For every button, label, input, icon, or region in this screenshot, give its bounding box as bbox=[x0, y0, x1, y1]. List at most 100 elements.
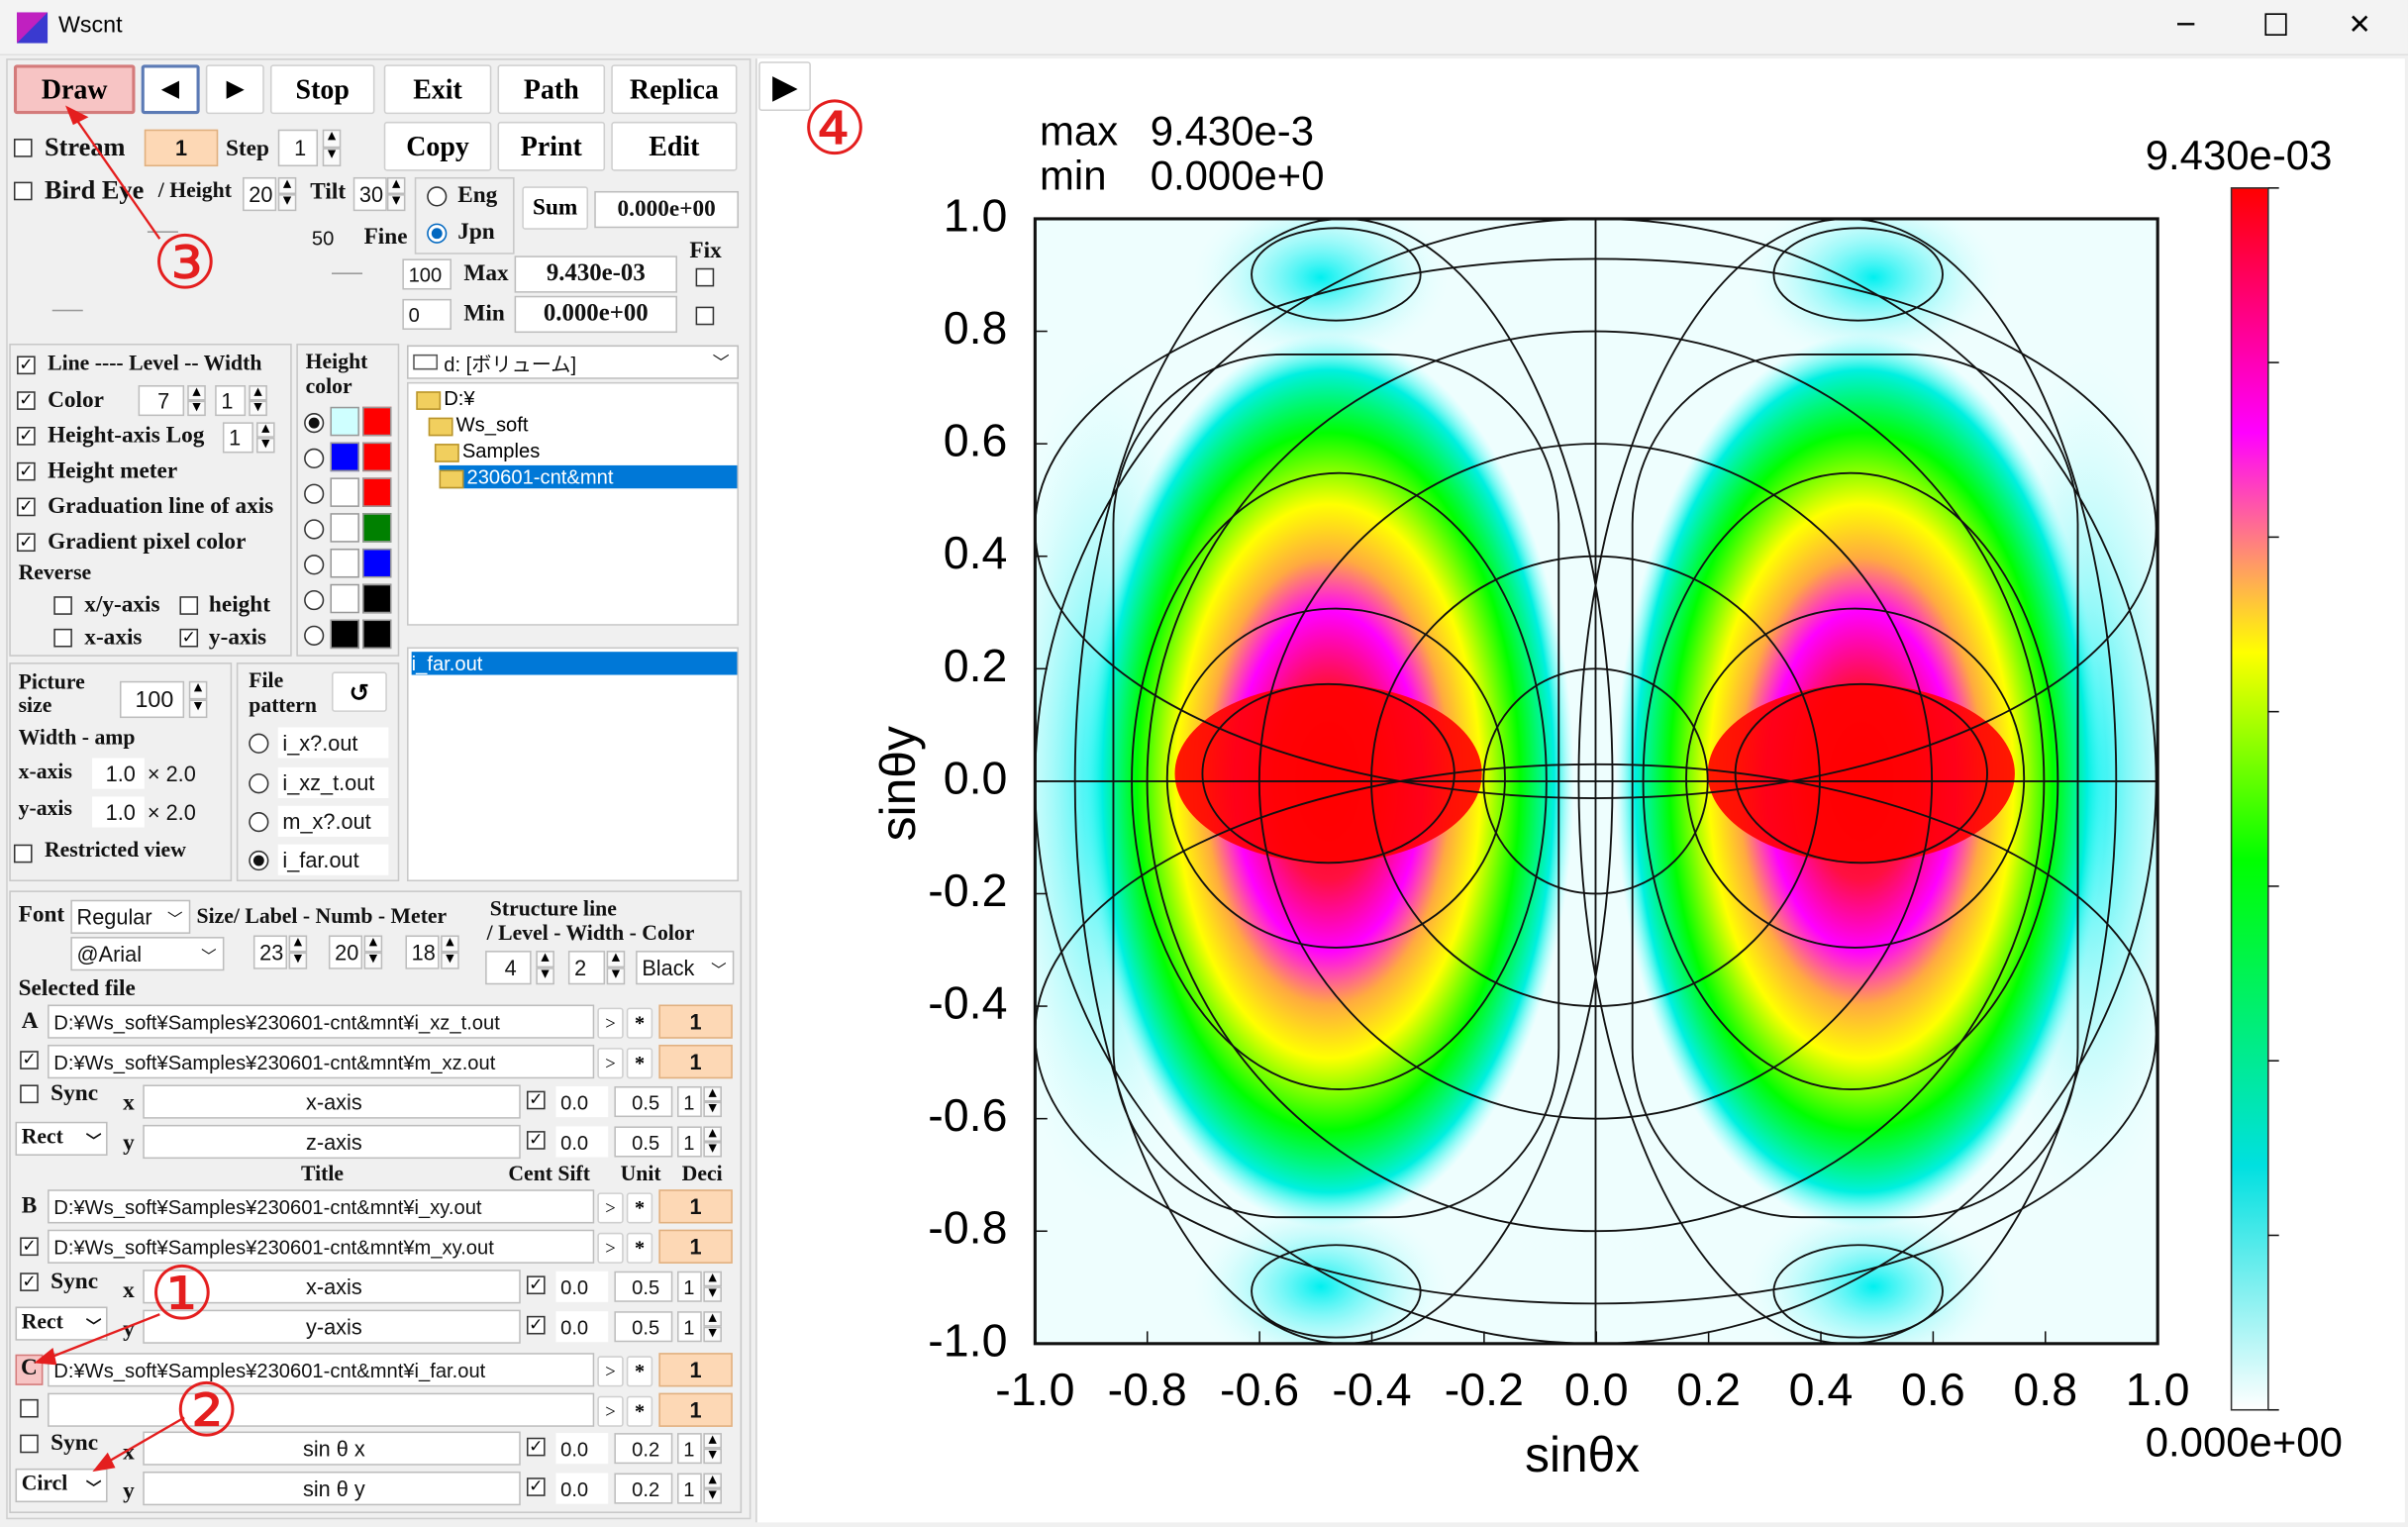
file-list[interactable] bbox=[407, 647, 740, 882]
step-up[interactable]: ▲ bbox=[322, 129, 342, 149]
group-a-x-shift[interactable]: 0.0 bbox=[555, 1085, 609, 1118]
numb-size-up[interactable]: ▲ bbox=[363, 935, 383, 953]
group-b-file-2[interactable]: D:¥Ws_soft¥Samples¥230601-cnt&mnt¥m_xy.o… bbox=[48, 1229, 595, 1264]
tree-item-selected[interactable]: 230601-cnt&mnt bbox=[439, 464, 738, 489]
log-value[interactable]: 1 bbox=[222, 422, 253, 454]
group-b-file-2-browse[interactable]: > bbox=[597, 1232, 624, 1264]
color-scheme-4-high[interactable] bbox=[362, 513, 392, 543]
file-item-selected[interactable]: i_far.out bbox=[411, 652, 738, 675]
next-button[interactable]: ▶ bbox=[205, 64, 264, 115]
group-c-x-deci-up[interactable]: ▲ bbox=[703, 1433, 722, 1449]
color-checkbox[interactable]: ✓ bbox=[17, 391, 36, 410]
group-c-y-deci-up[interactable]: ▲ bbox=[703, 1473, 722, 1489]
group-a-y-deci-down[interactable]: ▼ bbox=[703, 1141, 722, 1158]
edit-button[interactable]: Edit bbox=[611, 121, 738, 171]
slider-max-track[interactable] bbox=[332, 272, 363, 274]
level-value[interactable]: 7 bbox=[138, 385, 185, 417]
reverse-x-checkbox[interactable] bbox=[53, 628, 72, 648]
meter-size-down[interactable]: ▼ bbox=[441, 952, 459, 969]
group-c-y-title[interactable]: sin θ y bbox=[143, 1471, 521, 1506]
numb-size-value[interactable]: 20 bbox=[328, 935, 363, 969]
group-c-y-shift[interactable]: 0.0 bbox=[555, 1473, 609, 1504]
width-value[interactable]: 1 bbox=[215, 385, 247, 417]
tilt-value[interactable]: 30 bbox=[352, 176, 387, 212]
group-b-file-2-star[interactable]: * bbox=[626, 1232, 653, 1264]
group-a-file-1-star[interactable]: * bbox=[626, 1007, 653, 1039]
tilt-down[interactable]: ▼ bbox=[386, 194, 406, 212]
group-b-x-shift[interactable]: 0.0 bbox=[555, 1271, 609, 1302]
color-scheme-1-low[interactable] bbox=[330, 406, 359, 437]
label-size-up[interactable]: ▲ bbox=[288, 935, 308, 953]
group-c-x-unit[interactable]: 0.2 bbox=[614, 1433, 673, 1465]
group-c-sync-checkbox[interactable] bbox=[20, 1434, 39, 1454]
exit-button[interactable]: Exit bbox=[383, 64, 492, 115]
font-face-select[interactable]: @Arial ﹀ bbox=[70, 937, 225, 971]
max-slider-value[interactable]: 100 bbox=[402, 258, 452, 290]
jpn-radio[interactable] bbox=[427, 223, 448, 244]
group-c-x-title[interactable]: sin θ x bbox=[143, 1431, 521, 1466]
group-b-x-title[interactable]: x-axis bbox=[143, 1270, 521, 1304]
gradient-checkbox[interactable]: ✓ bbox=[17, 533, 36, 553]
restricted-view-checkbox[interactable] bbox=[13, 844, 33, 864]
stream-checkbox[interactable] bbox=[13, 139, 33, 157]
group-c-file-2[interactable] bbox=[48, 1392, 595, 1427]
group-b-file-2-num[interactable]: 1 bbox=[658, 1229, 733, 1264]
color-scheme-radio-1[interactable] bbox=[304, 413, 325, 434]
group-a-y-shift[interactable]: 0.0 bbox=[555, 1126, 609, 1158]
group-c-y-deci[interactable]: 1 bbox=[676, 1473, 702, 1504]
group-a-x-title[interactable]: x-axis bbox=[143, 1084, 521, 1119]
color-scheme-2-high[interactable] bbox=[362, 442, 392, 472]
color-scheme-radio-3[interactable] bbox=[304, 483, 325, 504]
structure-color-select[interactable]: Black ﹀ bbox=[636, 951, 735, 985]
group-c-x-deci[interactable]: 1 bbox=[676, 1433, 702, 1465]
meter-size-value[interactable]: 18 bbox=[405, 935, 440, 969]
group-b-y-deci[interactable]: 1 bbox=[676, 1311, 702, 1343]
log-down[interactable]: ▼ bbox=[256, 437, 275, 454]
path-button[interactable]: Path bbox=[497, 64, 606, 115]
meter-checkbox[interactable]: ✓ bbox=[17, 461, 36, 481]
group-a-x-cent-checkbox[interactable]: ✓ bbox=[526, 1090, 546, 1110]
group-a-sync-checkbox[interactable] bbox=[20, 1084, 39, 1104]
group-b-file-2-checkbox[interactable]: ✓ bbox=[20, 1237, 39, 1257]
reverse-height-checkbox[interactable] bbox=[179, 596, 199, 615]
group-b-file-1-browse[interactable]: > bbox=[597, 1192, 624, 1224]
pattern-option-1[interactable]: i_x?.out bbox=[277, 727, 389, 759]
group-b-x-deci[interactable]: 1 bbox=[676, 1271, 702, 1302]
group-a-y-cent-checkbox[interactable]: ✓ bbox=[526, 1131, 546, 1150]
color-scheme-3-low[interactable] bbox=[330, 477, 359, 507]
log-checkbox[interactable]: ✓ bbox=[17, 427, 36, 446]
print-button[interactable]: Print bbox=[497, 121, 606, 171]
group-b-mode-select[interactable]: Rect ﹀ bbox=[15, 1306, 108, 1341]
graduation-checkbox[interactable]: ✓ bbox=[17, 497, 36, 517]
group-c-file-2-num[interactable]: 1 bbox=[658, 1392, 733, 1427]
width-down[interactable]: ▼ bbox=[249, 400, 267, 417]
reverse-xy-checkbox[interactable] bbox=[53, 596, 72, 615]
group-b-y-shift[interactable]: 0.0 bbox=[555, 1311, 609, 1343]
group-b-file-1[interactable]: D:¥Ws_soft¥Samples¥230601-cnt&mnt¥i_xy.o… bbox=[48, 1189, 595, 1224]
pattern-radio-2[interactable] bbox=[249, 773, 269, 794]
pattern-option-2[interactable]: i_xz_t.out bbox=[277, 766, 389, 799]
tilt-up[interactable]: ▲ bbox=[386, 176, 406, 195]
numb-size-down[interactable]: ▼ bbox=[363, 952, 383, 969]
group-c-x-shift[interactable]: 0.0 bbox=[555, 1433, 609, 1465]
run-button[interactable]: ▶ bbox=[758, 61, 811, 112]
group-a-file-1[interactable]: D:¥Ws_soft¥Samples¥230601-cnt&mnt¥i_xz_t… bbox=[48, 1004, 595, 1039]
group-c-x-deci-down[interactable]: ▼ bbox=[703, 1448, 722, 1465]
group-c-file-2-checkbox[interactable] bbox=[20, 1398, 39, 1418]
pattern-option-4[interactable]: i_far.out bbox=[277, 844, 389, 875]
draw-button[interactable]: Draw bbox=[13, 64, 136, 115]
group-b-x-deci-up[interactable]: ▲ bbox=[703, 1271, 722, 1287]
x-axis-scale-value[interactable]: 1.0 bbox=[92, 758, 145, 789]
folder-tree[interactable] bbox=[407, 381, 740, 626]
structure-level-value[interactable]: 4 bbox=[485, 951, 532, 985]
group-a-file-1-num[interactable]: 1 bbox=[658, 1004, 733, 1039]
stream-value[interactable]: 1 bbox=[144, 129, 219, 167]
color-scheme-5-low[interactable] bbox=[330, 548, 359, 578]
min-slider-value[interactable]: 0 bbox=[402, 298, 452, 330]
group-c-y-cent-checkbox[interactable]: ✓ bbox=[526, 1477, 546, 1496]
group-a-x-deci[interactable]: 1 bbox=[676, 1085, 702, 1118]
pattern-option-3[interactable]: m_x?.out bbox=[277, 805, 389, 837]
group-b-x-cent-checkbox[interactable]: ✓ bbox=[526, 1275, 546, 1295]
log-up[interactable]: ▲ bbox=[256, 422, 275, 438]
bird-eye-checkbox[interactable] bbox=[13, 181, 33, 201]
